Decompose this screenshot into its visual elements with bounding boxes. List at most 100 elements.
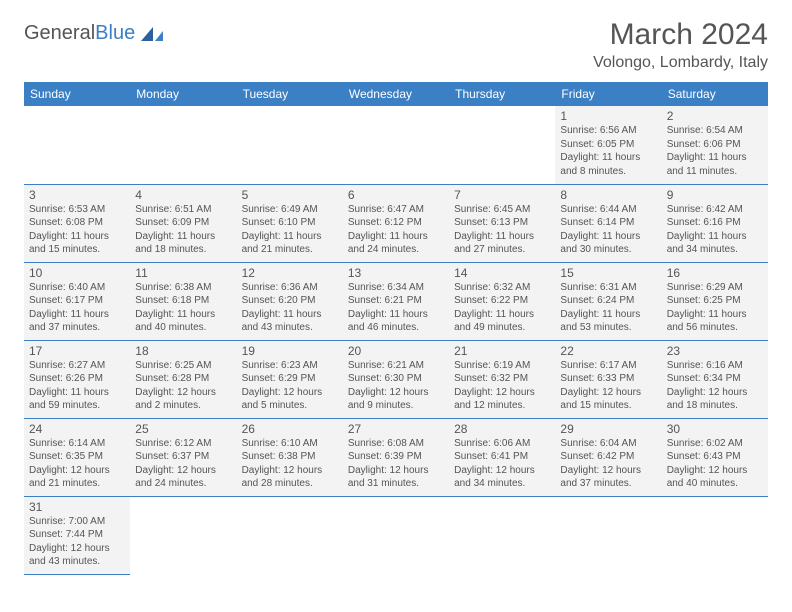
sunset-text: Sunset: 6:43 PM [667,450,763,464]
daylight-text: Daylight: 12 hours and 31 minutes. [348,464,444,491]
sunset-text: Sunset: 6:35 PM [29,450,125,464]
calendar-row: 10Sunrise: 6:40 AMSunset: 6:17 PMDayligh… [24,262,768,340]
daylight-text: Daylight: 12 hours and 24 minutes. [135,464,231,491]
daylight-text: Daylight: 12 hours and 9 minutes. [348,386,444,413]
calendar-cell [449,496,555,574]
sunrise-text: Sunrise: 6:40 AM [29,281,125,295]
calendar-cell [237,496,343,574]
sunset-text: Sunset: 6:12 PM [348,216,444,230]
sunset-text: Sunset: 6:37 PM [135,450,231,464]
calendar-cell: 21Sunrise: 6:19 AMSunset: 6:32 PMDayligh… [449,340,555,418]
day-number: 10 [29,266,125,280]
daylight-text: Daylight: 11 hours and 21 minutes. [242,230,338,257]
sunrise-text: Sunrise: 7:00 AM [29,515,125,529]
calendar-cell: 12Sunrise: 6:36 AMSunset: 6:20 PMDayligh… [237,262,343,340]
sunrise-text: Sunrise: 6:12 AM [135,437,231,451]
calendar-cell: 29Sunrise: 6:04 AMSunset: 6:42 PMDayligh… [555,418,661,496]
logo: GeneralBlue [24,22,167,45]
calendar-cell: 16Sunrise: 6:29 AMSunset: 6:25 PMDayligh… [662,262,768,340]
day-number: 25 [135,422,231,436]
sunset-text: Sunset: 6:08 PM [29,216,125,230]
day-number: 3 [29,188,125,202]
daylight-text: Daylight: 11 hours and 59 minutes. [29,386,125,413]
day-number: 8 [560,188,656,202]
daylight-text: Daylight: 11 hours and 8 minutes. [560,151,656,178]
sunset-text: Sunset: 6:33 PM [560,372,656,386]
day-number: 22 [560,344,656,358]
sunrise-text: Sunrise: 6:02 AM [667,437,763,451]
daylight-text: Daylight: 12 hours and 2 minutes. [135,386,231,413]
daylight-text: Daylight: 12 hours and 28 minutes. [242,464,338,491]
sunrise-text: Sunrise: 6:27 AM [29,359,125,373]
calendar-cell: 22Sunrise: 6:17 AMSunset: 6:33 PMDayligh… [555,340,661,418]
sunset-text: Sunset: 6:09 PM [135,216,231,230]
calendar-cell: 10Sunrise: 6:40 AMSunset: 6:17 PMDayligh… [24,262,130,340]
sunrise-text: Sunrise: 6:04 AM [560,437,656,451]
sunrise-text: Sunrise: 6:54 AM [667,124,763,138]
sunrise-text: Sunrise: 6:10 AM [242,437,338,451]
calendar-cell [343,106,449,184]
day-number: 4 [135,188,231,202]
calendar-cell: 6Sunrise: 6:47 AMSunset: 6:12 PMDaylight… [343,184,449,262]
calendar-cell: 17Sunrise: 6:27 AMSunset: 6:26 PMDayligh… [24,340,130,418]
calendar-cell: 11Sunrise: 6:38 AMSunset: 6:18 PMDayligh… [130,262,236,340]
day-number: 23 [667,344,763,358]
day-number: 29 [560,422,656,436]
daylight-text: Daylight: 11 hours and 49 minutes. [454,308,550,335]
day-number: 2 [667,109,763,123]
sunrise-text: Sunrise: 6:49 AM [242,203,338,217]
sunrise-text: Sunrise: 6:32 AM [454,281,550,295]
day-number: 14 [454,266,550,280]
logo-part1: General [24,22,95,44]
calendar-cell: 20Sunrise: 6:21 AMSunset: 6:30 PMDayligh… [343,340,449,418]
month-title: March 2024 [593,18,768,52]
weekday-row: SundayMondayTuesdayWednesdayThursdayFrid… [24,82,768,106]
calendar-cell: 8Sunrise: 6:44 AMSunset: 6:14 PMDaylight… [555,184,661,262]
calendar-row: 1Sunrise: 6:56 AMSunset: 6:05 PMDaylight… [24,106,768,184]
sunrise-text: Sunrise: 6:21 AM [348,359,444,373]
sunset-text: Sunset: 6:21 PM [348,294,444,308]
sunrise-text: Sunrise: 6:29 AM [667,281,763,295]
weekday-header: Wednesday [343,82,449,106]
daylight-text: Daylight: 11 hours and 27 minutes. [454,230,550,257]
location: Volongo, Lombardy, Italy [593,54,768,72]
sunset-text: Sunset: 6:34 PM [667,372,763,386]
calendar-cell: 9Sunrise: 6:42 AMSunset: 6:16 PMDaylight… [662,184,768,262]
sunset-text: Sunset: 6:38 PM [242,450,338,464]
daylight-text: Daylight: 11 hours and 46 minutes. [348,308,444,335]
daylight-text: Daylight: 12 hours and 37 minutes. [560,464,656,491]
sunset-text: Sunset: 6:10 PM [242,216,338,230]
day-number: 26 [242,422,338,436]
daylight-text: Daylight: 12 hours and 21 minutes. [29,464,125,491]
calendar-cell: 2Sunrise: 6:54 AMSunset: 6:06 PMDaylight… [662,106,768,184]
day-number: 1 [560,109,656,123]
sunset-text: Sunset: 6:05 PM [560,138,656,152]
calendar-cell: 23Sunrise: 6:16 AMSunset: 6:34 PMDayligh… [662,340,768,418]
calendar-cell: 24Sunrise: 6:14 AMSunset: 6:35 PMDayligh… [24,418,130,496]
weekday-header: Friday [555,82,661,106]
calendar-cell: 4Sunrise: 6:51 AMSunset: 6:09 PMDaylight… [130,184,236,262]
weekday-header: Sunday [24,82,130,106]
calendar-cell: 19Sunrise: 6:23 AMSunset: 6:29 PMDayligh… [237,340,343,418]
sunrise-text: Sunrise: 6:06 AM [454,437,550,451]
weekday-header: Tuesday [237,82,343,106]
calendar-cell [555,496,661,574]
calendar-cell [130,106,236,184]
calendar-table: SundayMondayTuesdayWednesdayThursdayFrid… [24,82,768,575]
daylight-text: Daylight: 11 hours and 37 minutes. [29,308,125,335]
calendar-row: 31Sunrise: 7:00 AMSunset: 7:44 PMDayligh… [24,496,768,574]
calendar-body: 1Sunrise: 6:56 AMSunset: 6:05 PMDaylight… [24,106,768,574]
day-number: 11 [135,266,231,280]
calendar-cell [130,496,236,574]
sunset-text: Sunset: 6:24 PM [560,294,656,308]
sunrise-text: Sunrise: 6:38 AM [135,281,231,295]
daylight-text: Daylight: 11 hours and 40 minutes. [135,308,231,335]
sunrise-text: Sunrise: 6:42 AM [667,203,763,217]
calendar-row: 3Sunrise: 6:53 AMSunset: 6:08 PMDaylight… [24,184,768,262]
sail-icon [139,25,167,43]
sunrise-text: Sunrise: 6:14 AM [29,437,125,451]
day-number: 12 [242,266,338,280]
calendar-cell: 18Sunrise: 6:25 AMSunset: 6:28 PMDayligh… [130,340,236,418]
sunset-text: Sunset: 6:26 PM [29,372,125,386]
calendar-cell [237,106,343,184]
